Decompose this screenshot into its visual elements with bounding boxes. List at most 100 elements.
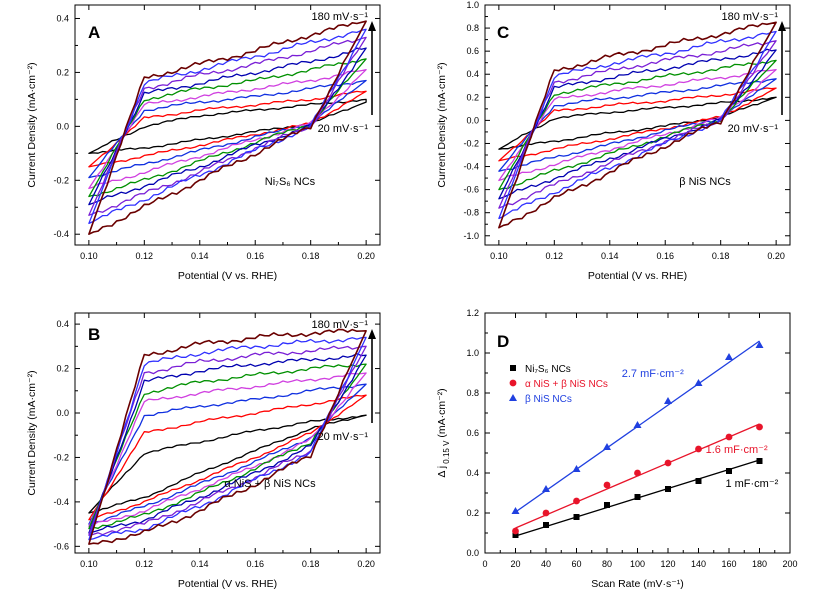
data-point-square	[634, 494, 641, 500]
data-point-triangle	[542, 485, 550, 492]
x-tick-label: 0	[482, 559, 487, 569]
cv-curve-180	[88, 20, 367, 235]
x-tick-label: 0.14	[191, 559, 209, 569]
data-point-triangle	[633, 421, 642, 428]
data-point-circle	[725, 433, 733, 441]
data-point-triangle	[511, 507, 520, 514]
x-tick-label: 0.10	[80, 559, 98, 569]
y-tick-label: 0.4	[56, 319, 69, 329]
cv-curve-20	[88, 414, 367, 514]
cv-curve-60	[88, 383, 367, 525]
sample-label: α NiS + β NiS NCs	[224, 478, 316, 490]
x-tick-label: 140	[691, 559, 706, 569]
y-tick-label: 0.0	[56, 408, 69, 418]
panel-label: B	[88, 325, 100, 344]
cv-curve-80	[498, 68, 777, 182]
x-tick-label: 0.12	[136, 559, 154, 569]
annotation-bottom: 20 mV·s⁻¹	[318, 431, 369, 443]
x-tick-label: 0.20	[357, 251, 375, 261]
data-point-triangle	[694, 379, 703, 386]
data-point-square	[665, 486, 671, 492]
plot-frame	[484, 312, 791, 554]
legend-entry: Ni₇S₆ NCs	[525, 364, 571, 375]
x-tick-label: 0.10	[490, 251, 508, 261]
sample-label: Ni₇S₆ NCs	[265, 176, 316, 188]
arrow-head-icon	[368, 329, 376, 339]
y-tick-label: -0.8	[463, 208, 479, 218]
x-tick-label: 180	[752, 559, 767, 569]
data-point-circle	[542, 509, 550, 517]
cv-curve-60	[498, 78, 777, 172]
annotation-top: 180 mV·s⁻¹	[311, 319, 368, 331]
annotation-top: 180 mV·s⁻¹	[721, 11, 778, 23]
panel-label: D	[497, 332, 509, 351]
x-tick-label: 0.14	[191, 251, 209, 261]
panel-label: C	[497, 23, 509, 42]
x-axis-label: Potential (V vs. RHE)	[178, 578, 277, 590]
y-tick-label: -0.2	[53, 452, 69, 462]
cv-curve-40	[498, 87, 777, 162]
y-tick-label: 0.0	[56, 121, 69, 131]
x-tick-label: 0.12	[546, 251, 564, 261]
x-tick-label: 100	[630, 559, 645, 569]
data-point-triangle	[725, 353, 733, 360]
legend-marker-square	[510, 365, 516, 371]
cv-curve-20	[88, 98, 367, 154]
x-tick-label: 120	[660, 559, 675, 569]
data-point-circle	[573, 497, 580, 505]
y-axis-label-sub: 0.15 V	[442, 440, 451, 466]
arrow-head-icon	[778, 21, 786, 31]
x-axis-label: Potential (V vs. RHE)	[588, 270, 687, 282]
x-tick-label: 0.10	[80, 251, 98, 261]
annotation-bottom: 20 mV·s⁻¹	[728, 123, 779, 135]
cv-curve-180	[88, 328, 367, 545]
panel-B: 0.10 0.12 0.14 0.16 0.18 0.20 -0.6 -0.4 -0.2 0.0 0…	[26, 312, 381, 590]
x-tick-label: 80	[602, 559, 612, 569]
cv-curve-140	[88, 36, 367, 216]
data-point-square	[695, 478, 702, 484]
cv-curve-40	[88, 394, 367, 521]
y-tick-label: 0.8	[466, 388, 479, 398]
y-axis-label: Δ j 0.15 V (mA·cm⁻²)	[436, 388, 451, 477]
y-tick-label: -0.4	[463, 162, 479, 172]
x-tick-label: 0.20	[357, 559, 375, 569]
x-tick-label: 0.20	[767, 251, 785, 261]
cv-curve-120	[88, 47, 367, 206]
panel-A: 0.10 0.12 0.14 0.16 0.18 0.20 -0.4 -0.2 0.0 0.2 0.…	[26, 4, 381, 282]
x-tick-label: 160	[721, 559, 736, 569]
cv-curve-120	[88, 353, 367, 534]
data-point-square	[543, 522, 549, 528]
y-tick-label: 0.4	[466, 69, 479, 79]
cv-curve-80	[88, 69, 367, 190]
x-tick-label: 200	[782, 559, 797, 569]
y-tick-label: -1.0	[463, 231, 479, 241]
data-point-square	[512, 532, 519, 538]
y-tick-label: -0.6	[53, 541, 69, 551]
y-tick-label: 0.0	[466, 548, 479, 558]
cv-curve-160	[498, 30, 777, 220]
legend-entry: α NiS + β NiS NCs	[525, 379, 608, 390]
data-point-circle	[695, 445, 702, 453]
panel-D: 0 20 40 60 80 100 120 140 160 180 200 0.0 0.2 0.4 0.6 0…	[436, 308, 798, 590]
cv-curve-160	[88, 336, 367, 541]
x-tick-label: 0.18	[712, 251, 730, 261]
y-tick-label: 0.6	[466, 428, 479, 438]
y-tick-label: -0.2	[463, 138, 479, 148]
y-tick-label: 0.8	[466, 23, 479, 33]
cv-curve-80	[88, 372, 367, 527]
y-tick-label: 0.2	[466, 508, 479, 518]
y-tick-label: -0.6	[463, 185, 479, 195]
data-point-triangle	[603, 443, 611, 450]
data-point-triangle	[572, 465, 581, 472]
y-axis-label: Current Density (mA·cm⁻²)	[436, 62, 448, 187]
x-tick-label: 0.18	[302, 251, 320, 261]
sample-label: β NiS NCs	[679, 176, 731, 188]
x-tick-label: 0.16	[246, 559, 264, 569]
y-axis-label: Current Density (mA·cm⁻²)	[26, 62, 38, 187]
cv-curve-100	[88, 363, 367, 530]
data-point-triangle	[664, 397, 672, 404]
data-point-circle	[756, 423, 763, 431]
x-axis-label: Potential (V vs. RHE)	[178, 270, 277, 282]
y-tick-label: -0.2	[53, 175, 69, 185]
x-axis-label: Scan Rate (mV·s⁻¹)	[591, 578, 683, 590]
